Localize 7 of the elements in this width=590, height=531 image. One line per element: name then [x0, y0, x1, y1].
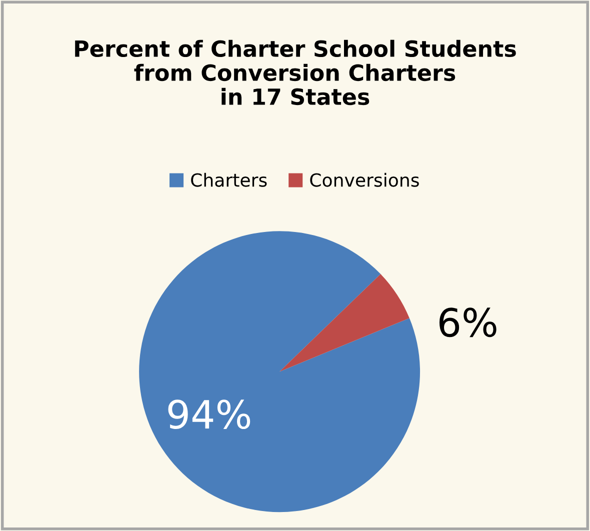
legend-label: Charters — [191, 172, 267, 187]
chart-title: Percent of Charter School Students from Conversion Charters in 17 States — [75, 40, 516, 106]
legend-label: Conversions — [310, 172, 419, 187]
pie-slice — [280, 274, 410, 372]
data-label: 94% — [168, 400, 250, 430]
data-label: 6% — [439, 308, 496, 338]
pie-slice — [139, 231, 420, 512]
